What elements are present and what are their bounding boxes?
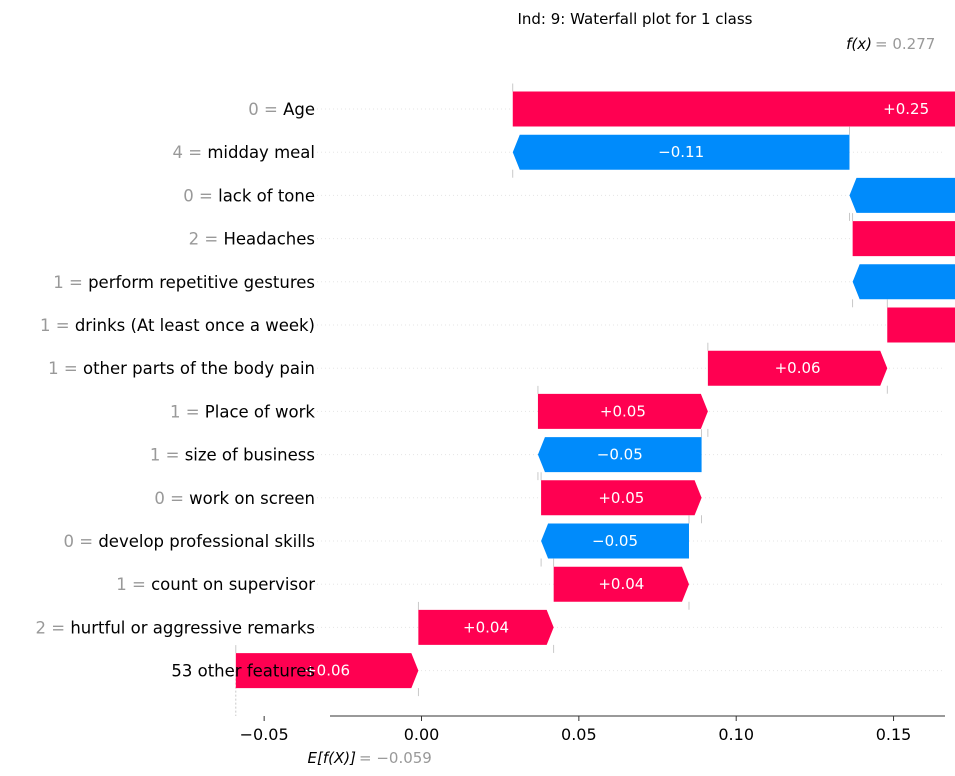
bar-label: +0.06 [304, 662, 350, 680]
feature-value: 2 = [189, 230, 224, 249]
bar [537, 393, 708, 429]
x-axis: −0.050.000.050.100.150.200.250.30 [240, 715, 945, 744]
feature-name: midday meal [207, 143, 315, 162]
feature-value: 0 = [183, 186, 218, 205]
feature-label: 1 = perform repetitive gestures [53, 273, 315, 292]
x-tick-label: 0.05 [561, 725, 597, 744]
feature-value: 1 = [170, 402, 205, 421]
feature-label: 4 = midday meal [173, 143, 315, 162]
feature-name: work on screen [189, 489, 315, 508]
feature-name: Headaches [223, 230, 315, 249]
bar-label: −0.05 [597, 446, 643, 464]
feature-value: 0 = [154, 489, 189, 508]
bar-label: +0.25 [883, 100, 929, 118]
feature-value: 1 = [40, 316, 75, 335]
bar-label: −0.11 [658, 143, 704, 161]
feature-label: 1 = drinks (At least once a week) [40, 316, 315, 335]
x-tick-label: 0.10 [718, 725, 754, 744]
bar-label: +0.04 [463, 618, 509, 636]
bar [541, 480, 702, 516]
feature-value: 4 = [173, 143, 208, 162]
feature-label: 1 = Place of work [170, 402, 315, 421]
bars: +0.25−0.11−0.1+0.09−0.08+0.07+0.06+0.05−… [235, 91, 955, 689]
feature-label: 1 = other parts of the body pain [48, 359, 315, 378]
feature-name: Age [283, 100, 315, 119]
bar-label: +0.06 [775, 359, 821, 377]
bar [512, 91, 955, 127]
feature-name: develop professional skills [98, 532, 315, 551]
bar [541, 523, 689, 559]
feature-value: 1 = [53, 273, 88, 292]
feature-label: 1 = count on supervisor [116, 575, 315, 594]
bar-label: +0.04 [598, 575, 644, 593]
feature-name: drinks (At least once a week) [75, 316, 315, 335]
x-tick-label: 0.15 [876, 725, 912, 744]
feature-label: 0 = work on screen [154, 489, 315, 508]
feature-name: hurtful or aggressive remarks [70, 618, 315, 637]
feature-value: 0 = [64, 532, 99, 551]
feature-name: count on supervisor [151, 575, 315, 594]
chart-title: Ind: 9: Waterfall plot for 1 class [517, 10, 752, 28]
feature-labels: 0 = Age 4 = midday meal 0 = lack of tone 2 … [36, 100, 316, 681]
bar-label: +0.05 [600, 402, 646, 420]
feature-name: lack of tone [218, 186, 315, 205]
bar [852, 264, 955, 300]
feature-value: 1 = [116, 575, 151, 594]
bar [887, 307, 955, 343]
bar [537, 437, 702, 473]
bar-label: −0.05 [592, 532, 638, 550]
bar [235, 653, 419, 689]
feature-name: perform repetitive gestures [88, 273, 315, 292]
feature-label: 2 = hurtful or aggressive remarks [36, 618, 315, 637]
feature-label: 53 other features [171, 662, 315, 681]
fx-label: f(x) [846, 35, 872, 53]
feature-label: 0 = lack of tone [183, 186, 315, 205]
feature-value: 1 = [150, 446, 185, 465]
feature-name: other parts of the body pain [83, 359, 315, 378]
bar [512, 134, 850, 170]
base-value: = −0.059 [359, 749, 432, 767]
reference-lines [235, 83, 888, 716]
feature-name: size of business [185, 446, 315, 465]
bar [418, 609, 554, 645]
feature-label: 0 = Age [248, 100, 315, 119]
bar-label: +0.05 [598, 489, 644, 507]
feature-value: 1 = [48, 359, 83, 378]
feature-value: 2 = [36, 618, 71, 637]
feature-name: Place of work [205, 402, 316, 421]
feature-label: 2 = Headaches [189, 230, 315, 249]
bar [849, 177, 955, 213]
bar [707, 350, 888, 386]
feature-value: 0 = [248, 100, 283, 119]
bar [852, 221, 955, 257]
fx-value: = 0.277 [875, 35, 935, 53]
feature-label: 0 = develop professional skills [64, 532, 316, 551]
bar [553, 566, 689, 602]
x-tick-label: 0.00 [404, 725, 440, 744]
base-label: E[f(X)] [308, 749, 357, 767]
feature-label: 1 = size of business [150, 446, 315, 465]
feature-name: 53 other features [171, 662, 315, 681]
x-tick-label: −0.05 [240, 725, 289, 744]
